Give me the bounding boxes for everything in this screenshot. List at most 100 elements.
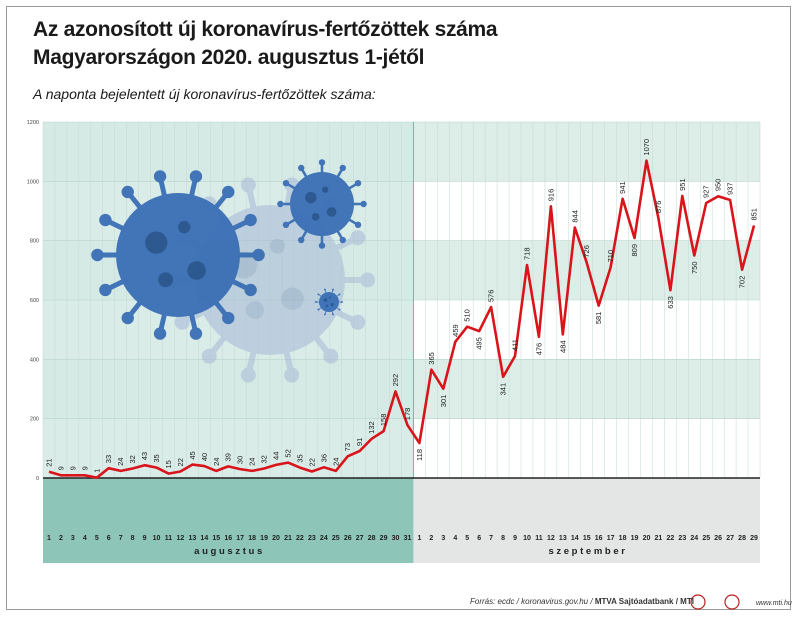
x-tick-label: 5	[95, 535, 99, 542]
data-label: 510	[463, 309, 472, 322]
x-tick-label: 22	[296, 535, 304, 542]
data-label: 24	[116, 458, 125, 466]
data-label: 32	[260, 455, 269, 463]
x-tick-label: 17	[236, 535, 244, 542]
data-label: 950	[714, 179, 723, 192]
y-tick-label: 0	[36, 476, 39, 482]
x-tick-label: 9	[513, 535, 517, 542]
x-tick-label: 2	[429, 535, 433, 542]
title-line-2: Magyarországon 2020. augusztus 1-jétől	[33, 46, 425, 69]
mti-logo	[724, 594, 740, 610]
figure-frame	[6, 6, 791, 610]
x-tick-label: 27	[726, 535, 734, 542]
data-label: 35	[152, 454, 161, 462]
data-label: 844	[570, 210, 579, 223]
data-label: 937	[726, 183, 735, 196]
x-tick-label: 3	[441, 535, 445, 542]
x-tick-label: 26	[344, 535, 352, 542]
data-label: 73	[343, 443, 352, 451]
x-tick-label: 21	[284, 535, 292, 542]
data-label: 132	[367, 421, 376, 434]
x-tick-label: 1	[47, 535, 51, 542]
virus-icon	[91, 170, 265, 340]
x-tick-label: 10	[153, 535, 161, 542]
data-label: 411	[511, 339, 520, 351]
data-label: 876	[654, 201, 663, 214]
x-tick-label: 2	[59, 535, 63, 542]
data-label: 301	[439, 395, 448, 408]
x-tick-label: 12	[177, 535, 185, 542]
x-tick-label: 8	[501, 535, 505, 542]
data-label: 178	[403, 408, 412, 421]
chart-title: Az azonosított új koronavírus-fertőzötte…	[33, 16, 498, 72]
x-tick-label: 11	[535, 535, 543, 542]
data-label: 576	[487, 290, 496, 303]
title-line-1: Az azonosított új koronavírus-fertőzötte…	[33, 18, 498, 41]
url-text: www.mti.hu	[756, 600, 792, 607]
data-label: 951	[678, 178, 687, 191]
source-note: Forrás: ecdc / koronavirus.gov.hu / MTVA…	[470, 597, 694, 606]
x-tick-label: 8	[131, 535, 135, 542]
data-label: 292	[391, 374, 400, 387]
data-label: 916	[546, 189, 555, 202]
data-label: 22	[176, 458, 185, 466]
data-label: 22	[307, 458, 316, 466]
x-tick-label: 11	[165, 535, 173, 542]
x-tick-label: 29	[750, 535, 758, 542]
x-tick-label: 23	[308, 535, 316, 542]
data-label: 35	[295, 454, 304, 462]
virus-icon	[277, 159, 367, 249]
data-label: 1070	[642, 139, 651, 156]
x-tick-label: 29	[380, 535, 388, 542]
x-tick-label: 16	[595, 535, 603, 542]
x-tick-label: 26	[714, 535, 722, 542]
data-label: 633	[666, 296, 675, 309]
x-tick-label: 14	[200, 535, 208, 542]
x-tick-label: 30	[392, 535, 400, 542]
mtva-logo	[690, 594, 706, 610]
data-label: 927	[702, 185, 711, 198]
x-tick-label: 4	[83, 535, 87, 542]
x-tick-label: 12	[547, 535, 555, 542]
series-line	[48, 159, 756, 480]
data-label: 21	[44, 458, 53, 466]
data-label: 1	[92, 469, 101, 473]
x-tick-label: 15	[583, 535, 591, 542]
x-tick-label: 25	[332, 535, 340, 542]
x-tick-label: 23	[678, 535, 686, 542]
x-tick-label: 18	[619, 535, 627, 542]
data-label: 459	[451, 324, 460, 337]
x-tick-label: 20	[272, 535, 280, 542]
x-tick-label: 31	[404, 535, 412, 542]
x-tick-label: 22	[666, 535, 674, 542]
data-label: 44	[272, 452, 281, 460]
data-label: 15	[164, 460, 173, 468]
x-tick-label: 24	[690, 535, 698, 542]
data-label: 43	[140, 452, 149, 460]
data-label: 39	[224, 453, 233, 461]
data-label: 9	[68, 466, 77, 470]
x-tick-label: 6	[107, 535, 111, 542]
data-label: 809	[630, 244, 639, 257]
x-tick-label: 13	[559, 535, 567, 542]
x-tick-label: 19	[631, 535, 639, 542]
x-tick-label: 21	[655, 535, 663, 542]
y-tick-label: 800	[30, 239, 39, 245]
x-tick-label: 1	[417, 535, 421, 542]
data-label: 710	[606, 250, 615, 263]
data-label: 341	[499, 383, 508, 396]
x-tick-label: 19	[260, 535, 268, 542]
data-label: 702	[738, 276, 747, 289]
data-label: 851	[750, 208, 759, 221]
x-tick-label: 3	[71, 535, 75, 542]
virus-illustration	[91, 159, 375, 383]
data-label: 718	[522, 247, 531, 260]
y-tick-label: 200	[30, 417, 39, 423]
data-label: 750	[690, 262, 699, 275]
x-tick-label: 7	[119, 535, 123, 542]
data-label: 91	[355, 438, 364, 446]
x-tick-label: 24	[320, 535, 328, 542]
x-tick-label: 14	[571, 535, 579, 542]
agency-text: MTVA Sajtóadatbank / MTI	[594, 597, 694, 606]
x-tick-label: 7	[489, 535, 493, 542]
